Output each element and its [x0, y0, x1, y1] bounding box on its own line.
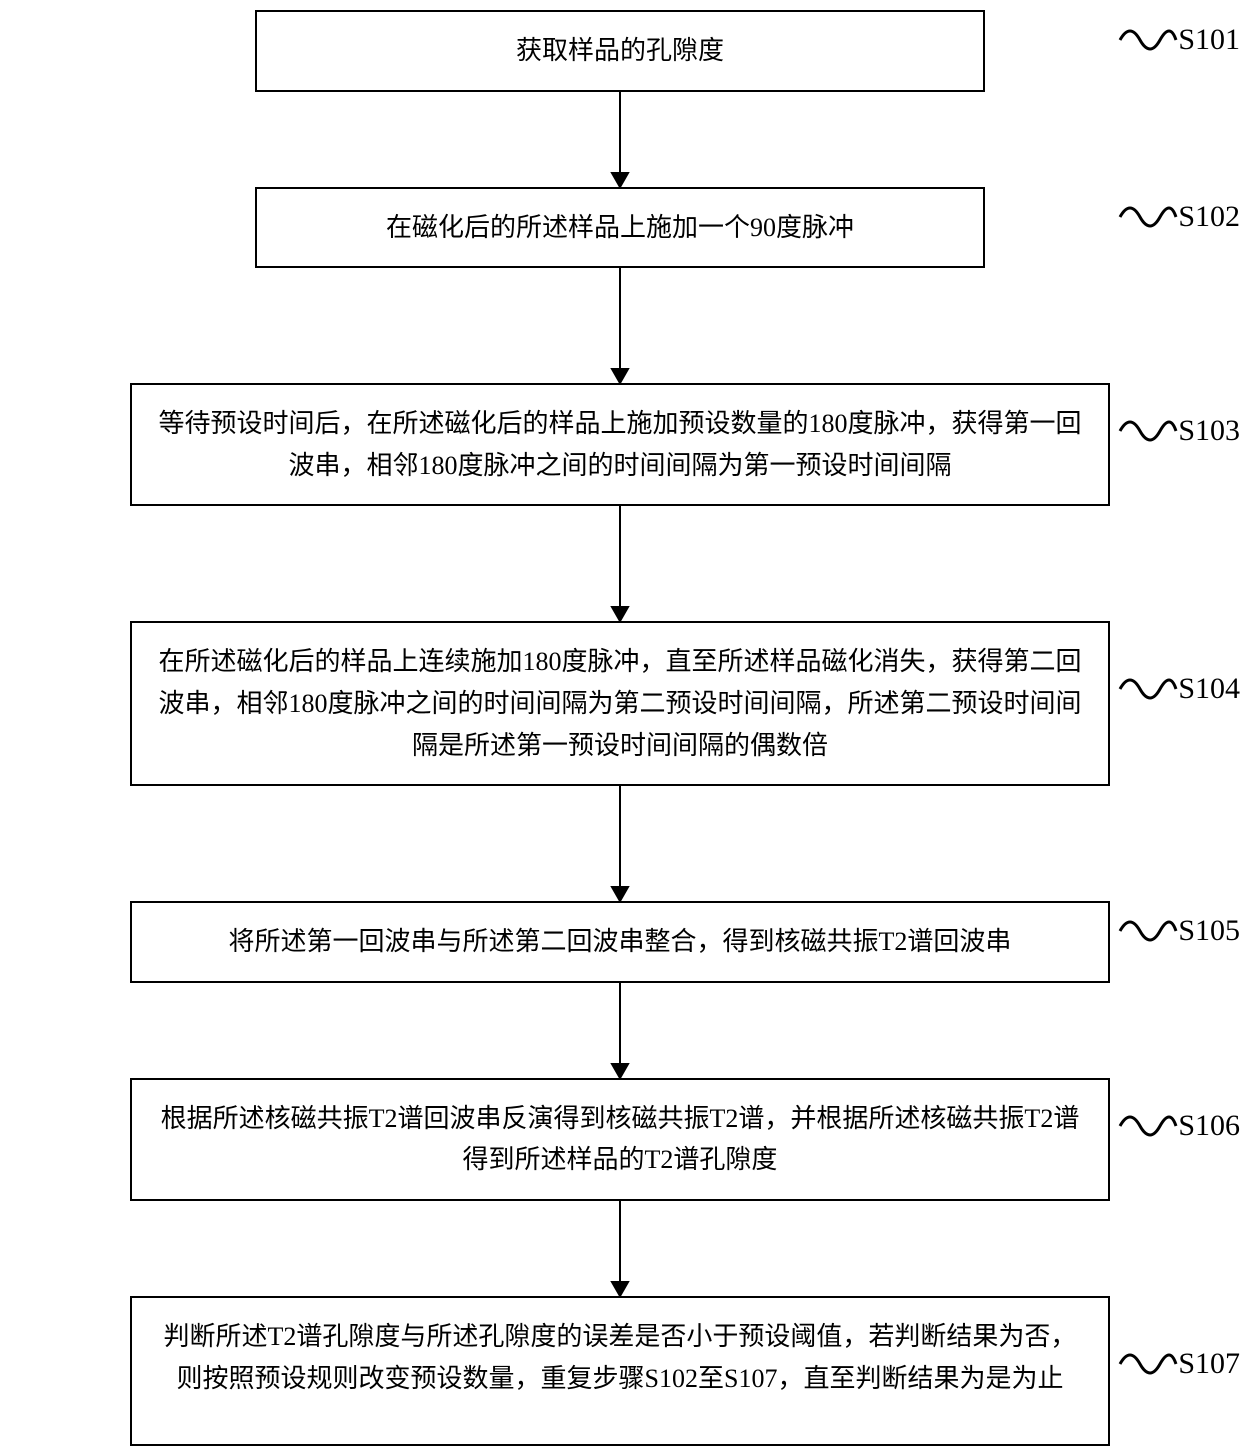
wave-connector-icon [1118, 911, 1178, 951]
step-row-S103: 等待预设时间后，在所述磁化后的样品上施加预设数量的180度脉冲，获得第一回波串，… [50, 383, 1190, 506]
arrow-down-icon [570, 506, 670, 621]
step-id-text: S103 [1178, 414, 1240, 448]
step-box-S102: 在磁化后的所述样品上施加一个90度脉冲 [255, 187, 985, 269]
arrow-down-icon [570, 983, 670, 1078]
step-id-text: S107 [1178, 1347, 1240, 1381]
step-row-S102: 在磁化后的所述样品上施加一个90度脉冲S102 [50, 187, 1190, 269]
step-label-S107: S107 [1118, 1344, 1240, 1384]
step-row-S107: 判断所述T2谱孔隙度与所述孔隙度的误差是否小于预设阈值，若判断结果为否，则按照预… [50, 1296, 1190, 1446]
arrow-container [50, 1201, 1190, 1296]
arrow-container [50, 92, 1190, 187]
wave-connector-icon [1118, 669, 1178, 709]
step-box-S101: 获取样品的孔隙度 [255, 10, 985, 92]
step-label-S105: S105 [1118, 911, 1240, 951]
step-id-text: S102 [1178, 200, 1240, 234]
flowchart-container: 获取样品的孔隙度S101 在磁化后的所述样品上施加一个90度脉冲S102 等待预设时… [50, 10, 1190, 1446]
step-label-S101: S101 [1118, 20, 1240, 60]
wave-connector-icon [1118, 1344, 1178, 1384]
wave-connector-icon [1118, 411, 1178, 451]
arrow-down-icon [590, 92, 650, 187]
step-row-S106: 根据所述核磁共振T2谱回波串反演得到核磁共振T2谱，并根据所述核磁共振T2谱得到… [50, 1078, 1190, 1201]
step-label-S106: S106 [1118, 1106, 1240, 1146]
step-box-S103: 等待预设时间后，在所述磁化后的样品上施加预设数量的180度脉冲，获得第一回波串，… [130, 383, 1110, 506]
arrow-down-icon [570, 786, 670, 901]
step-box-S107: 判断所述T2谱孔隙度与所述孔隙度的误差是否小于预设阈值，若判断结果为否，则按照预… [130, 1296, 1110, 1446]
arrow-container [50, 268, 1190, 383]
step-id-text: S106 [1178, 1109, 1240, 1143]
arrow-container [50, 786, 1190, 901]
wave-connector-icon [1118, 20, 1178, 60]
step-row-S104: 在所述磁化后的样品上连续施加180度脉冲，直至所述样品磁化消失，获得第二回波串，… [50, 621, 1190, 786]
wave-connector-icon [1118, 1106, 1178, 1146]
arrow-container [50, 506, 1190, 621]
step-box-S104: 在所述磁化后的样品上连续施加180度脉冲，直至所述样品磁化消失，获得第二回波串，… [130, 621, 1110, 786]
step-id-text: S105 [1178, 914, 1240, 948]
wave-connector-icon [1118, 197, 1178, 237]
arrow-down-icon [570, 1201, 670, 1296]
step-row-S105: 将所述第一回波串与所述第二回波串整合，得到核磁共振T2谱回波串S105 [50, 901, 1190, 983]
step-id-text: S104 [1178, 672, 1240, 706]
step-label-S102: S102 [1118, 197, 1240, 237]
arrow-down-icon [590, 268, 650, 383]
step-label-S104: S104 [1118, 669, 1240, 709]
step-box-S105: 将所述第一回波串与所述第二回波串整合，得到核磁共振T2谱回波串 [130, 901, 1110, 983]
step-id-text: S101 [1178, 23, 1240, 57]
step-row-S101: 获取样品的孔隙度S101 [50, 10, 1190, 92]
step-box-S106: 根据所述核磁共振T2谱回波串反演得到核磁共振T2谱，并根据所述核磁共振T2谱得到… [130, 1078, 1110, 1201]
step-label-S103: S103 [1118, 411, 1240, 451]
arrow-container [50, 983, 1190, 1078]
